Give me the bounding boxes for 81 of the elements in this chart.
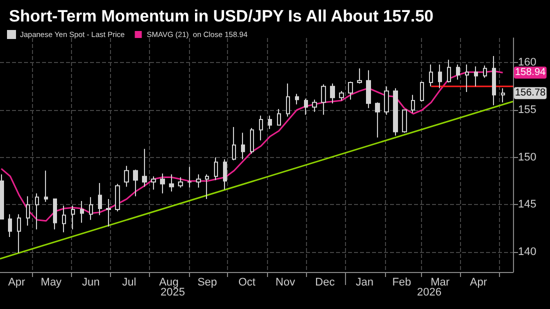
candlestick [366, 70, 371, 109]
candlestick [384, 86, 389, 116]
candlestick [115, 183, 120, 212]
candlestick [196, 174, 201, 188]
candlestick [53, 198, 57, 230]
x-tick-label: Mar [430, 276, 450, 288]
text: 2026 [416, 286, 442, 298]
x-tick-label: Feb [392, 276, 412, 288]
candlestick [160, 172, 165, 194]
line-series [0, 70, 504, 222]
y-tick-label: 145 [518, 198, 536, 211]
candlestick [438, 64, 442, 89]
candlestick [492, 56, 496, 106]
x-tick-label: Jan [356, 276, 374, 288]
candlestick [447, 59, 451, 84]
candlestick [501, 88, 505, 103]
candlestick [241, 132, 245, 160]
candlestick [465, 64, 469, 92]
chart-title: Short-Term Momentum in USD/JPY Is All About 157.50 [9, 8, 434, 26]
x-tick-label: Jun [82, 276, 100, 288]
x-tick-label: Sep [197, 276, 218, 288]
candlestick [151, 176, 156, 190]
candlestick [321, 84, 326, 116]
candlestick [35, 192, 39, 230]
candlestick [17, 214, 21, 254]
candlestick [483, 64, 487, 78]
candlestick [304, 98, 308, 116]
text: 2025 [160, 286, 185, 298]
candlestick [393, 88, 398, 136]
candlestick [133, 169, 138, 197]
y-tick-label: 155 [518, 104, 536, 116]
candlestick [429, 64, 433, 87]
candlestick [286, 82, 290, 118]
candlestick [169, 174, 174, 192]
candlestick [330, 82, 335, 104]
y-tick-label: 160 [518, 56, 536, 69]
y-tick-label: 150 [518, 151, 536, 164]
candlestick [268, 115, 272, 130]
candlestick [98, 182, 102, 216]
candlestick [89, 196, 93, 220]
candlestick [411, 94, 415, 114]
candlestick [420, 81, 424, 102]
candlestick [71, 205, 75, 230]
annotation: 156.78 [515, 88, 546, 99]
x-tick-label: Apr [8, 276, 26, 288]
x-tick-label: Oct [238, 276, 256, 288]
candlestick [205, 174, 209, 200]
candlestick [44, 170, 48, 202]
candlestick [348, 81, 353, 100]
annotation: 158.94 [515, 67, 546, 78]
candlestick [62, 205, 66, 233]
candlestick [375, 102, 380, 138]
candlestick [142, 148, 147, 188]
candlestick [232, 126, 236, 161]
candlestick [26, 196, 30, 226]
x-tick-label: May [40, 276, 62, 288]
candlestick [339, 90, 344, 102]
x-tick-label: Aug [159, 276, 179, 288]
candlestick [312, 99, 317, 112]
candlestick [124, 165, 129, 188]
candlestick [106, 198, 111, 228]
candlestick [277, 108, 281, 126]
candlestick [187, 166, 192, 188]
x-tick-label: Jul [122, 276, 136, 288]
candlestick [402, 110, 407, 134]
x-tick-label: Apr [470, 276, 488, 288]
y-tick-label: 140 [518, 246, 536, 258]
candlestick [0, 174, 4, 220]
x-tick-label: Dec [315, 276, 336, 288]
candlestick [223, 158, 227, 190]
x-tick-label: Nov [276, 276, 296, 288]
candlestick [214, 156, 218, 181]
candlestick [8, 214, 12, 238]
candlestick [250, 128, 254, 154]
candlestick [259, 115, 263, 141]
candlestick [178, 176, 183, 188]
candlestick [295, 93, 299, 105]
candlestick [357, 68, 362, 84]
candlestick [474, 66, 478, 87]
candlestick [456, 64, 460, 80]
candlestick [80, 200, 84, 224]
